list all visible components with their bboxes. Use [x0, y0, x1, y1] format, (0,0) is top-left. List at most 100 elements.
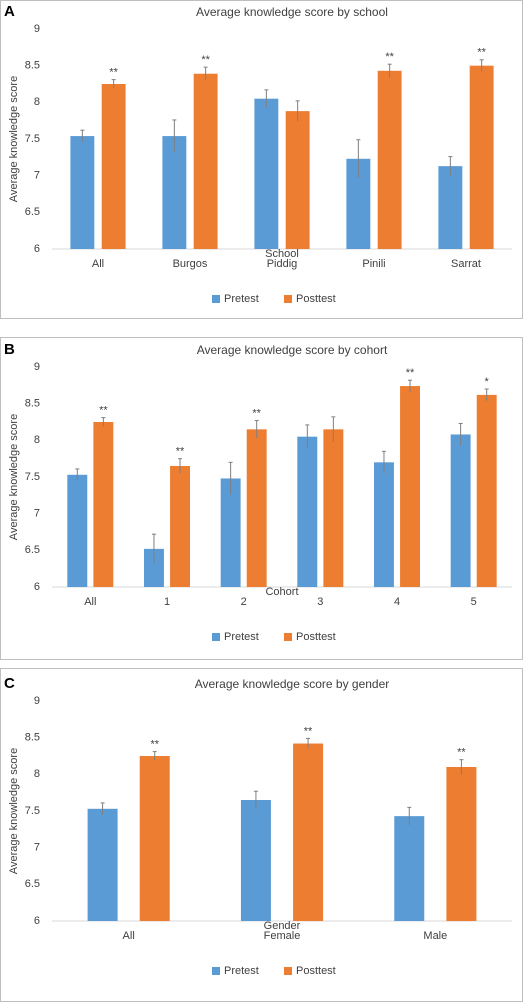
panel-label: C [4, 675, 15, 692]
significance-mark: ** [385, 51, 394, 63]
bar [67, 474, 88, 587]
legend-swatch [212, 633, 220, 641]
x-tick-label: Sarrat [451, 258, 481, 270]
bar [374, 462, 394, 587]
x-tick-label: 4 [394, 596, 400, 608]
panel-frame [0, 668, 523, 1002]
bar [394, 816, 425, 921]
y-tick-label: 8 [34, 434, 40, 446]
y-tick-label: 6 [34, 243, 40, 255]
panel-label: B [4, 341, 15, 358]
bar [193, 73, 218, 249]
significance-mark: ** [99, 405, 108, 417]
y-tick-label: 8.5 [25, 60, 40, 72]
bar [297, 436, 318, 587]
y-axis-label: Average knowledge score [8, 748, 20, 874]
bar [476, 394, 497, 587]
legend-label: Posttest [296, 631, 336, 643]
y-tick-label: 6 [34, 581, 40, 593]
bar [450, 434, 471, 587]
y-tick-label: 7 [34, 508, 40, 520]
y-tick-label: 8.5 [25, 398, 40, 410]
legend-swatch [284, 295, 292, 303]
x-tick-label: Pinili [362, 258, 385, 270]
x-tick-label: Piddig [267, 258, 298, 270]
legend-label: Posttest [296, 965, 336, 977]
bar [438, 166, 463, 249]
chart-title: Average knowledge score by school [196, 5, 388, 19]
panel-frame [0, 337, 523, 660]
legend-swatch [284, 967, 292, 975]
x-axis-label: School [265, 248, 299, 260]
legend-swatch [212, 967, 220, 975]
y-tick-label: 9 [34, 361, 40, 373]
x-axis-label: Cohort [265, 586, 298, 598]
legend-label: Pretest [224, 965, 259, 977]
x-tick-label: All [84, 596, 96, 608]
x-tick-label: 1 [164, 596, 170, 608]
y-tick-label: 6.5 [25, 544, 40, 556]
y-tick-label: 8.5 [25, 732, 40, 744]
bar [240, 800, 271, 921]
x-tick-label: 2 [241, 596, 247, 608]
legend-swatch [284, 633, 292, 641]
y-tick-label: 9 [34, 695, 40, 707]
significance-mark: ** [252, 407, 261, 419]
significance-mark: ** [109, 67, 118, 79]
significance-mark: ** [406, 367, 415, 379]
x-axis-label: Gender [264, 920, 301, 932]
bar [70, 136, 95, 249]
x-tick-label: Male [423, 930, 447, 942]
bar [400, 386, 420, 587]
x-tick-label: Burgos [173, 258, 208, 270]
significance-mark: ** [304, 725, 313, 737]
y-tick-label: 6.5 [25, 878, 40, 890]
y-axis-label: Average knowledge score [8, 76, 20, 202]
y-tick-label: 6 [34, 915, 40, 927]
x-tick-label: All [92, 258, 104, 270]
y-tick-label: 7 [34, 842, 40, 854]
bar [93, 422, 114, 587]
y-tick-label: 7 [34, 170, 40, 182]
bar [346, 158, 371, 249]
y-tick-label: 7.5 [25, 133, 40, 145]
panel-label: A [4, 3, 15, 20]
legend-label: Posttest [296, 293, 336, 305]
x-tick-label: 5 [471, 596, 477, 608]
significance-mark: ** [176, 446, 185, 458]
y-tick-label: 6.5 [25, 206, 40, 218]
bar [87, 808, 118, 921]
y-axis-label: Average knowledge score [8, 414, 20, 540]
bar [144, 548, 164, 587]
bar [469, 65, 494, 250]
y-tick-label: 7.5 [25, 805, 40, 817]
legend-label: Pretest [224, 631, 259, 643]
bar [254, 98, 279, 250]
significance-mark: ** [477, 47, 486, 59]
x-tick-label: 3 [317, 596, 323, 608]
panel-frame [0, 0, 523, 319]
bar [139, 756, 170, 921]
bar [220, 478, 241, 587]
bar [293, 743, 324, 921]
significance-mark: ** [201, 54, 210, 66]
significance-mark: ** [150, 739, 159, 751]
x-tick-label: All [123, 930, 135, 942]
bar [101, 84, 126, 249]
y-tick-label: 9 [34, 23, 40, 35]
significance-mark: ** [457, 747, 466, 759]
y-tick-label: 8 [34, 768, 40, 780]
bar [162, 136, 187, 249]
chart-title: Average knowledge score by gender [195, 677, 390, 691]
bar [246, 429, 267, 587]
legend-label: Pretest [224, 293, 259, 305]
y-tick-label: 7.5 [25, 471, 40, 483]
chart-title: Average knowledge score by cohort [197, 343, 388, 357]
x-tick-label: Female [264, 930, 301, 942]
bar [323, 429, 344, 587]
legend-swatch [212, 295, 220, 303]
significance-mark: * [485, 376, 490, 388]
bar [446, 767, 477, 921]
